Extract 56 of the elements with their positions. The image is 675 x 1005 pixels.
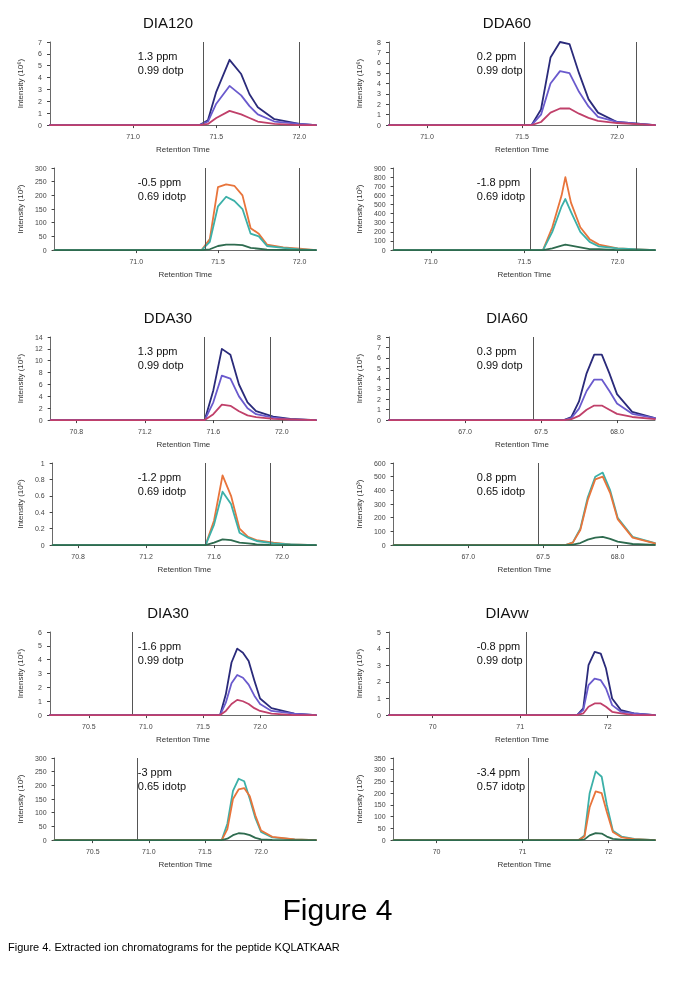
x-axis-title: Retention Time	[156, 144, 211, 154]
annotation: 0.99 dotp	[476, 358, 523, 371]
chart-title: DIAvw	[485, 604, 529, 621]
y-axis-title: Intensity (10³)	[15, 184, 25, 234]
y-axis-title: Intensity (10⁶)	[354, 58, 364, 109]
y-axis-title: Intensity (10³)	[354, 479, 364, 529]
annotation: -1.2 ppm	[137, 470, 182, 483]
x-axis-title: Retention Time	[158, 269, 213, 279]
annotation: 0.57 idotp	[476, 779, 526, 792]
annotation: 1.3 ppm	[137, 49, 178, 62]
annotation: -0.5 ppm	[137, 175, 182, 188]
x-axis-title: Retention Time	[158, 859, 213, 869]
chart-title: DDA30	[143, 309, 193, 326]
x-axis-title: Retention Time	[495, 734, 550, 744]
annotation: 1.3 ppm	[137, 344, 178, 357]
y-axis-title: Intensity (10⁶)	[15, 353, 25, 404]
chart-title: DIA60	[486, 309, 528, 326]
annotation: -3 ppm	[137, 765, 173, 778]
annotation: 0.99 dotp	[476, 63, 523, 76]
x-axis-title: Retention Time	[156, 439, 211, 449]
y-axis-title: Intensity (10³)	[354, 774, 364, 824]
annotation: 0.69 idotp	[137, 189, 187, 202]
caption: Figure 4. Extracted ion chromatograms for the peptide KQLATKAAR	[8, 941, 341, 953]
annotation: 0.65 idotp	[137, 779, 187, 792]
x-axis-title: Retention Time	[495, 144, 550, 154]
annotation: -1.8 ppm	[476, 175, 521, 188]
x-axis-title: Retention Time	[497, 564, 552, 574]
chart-title: DIA120	[142, 14, 194, 31]
annotation: -1.6 ppm	[137, 639, 182, 652]
annotation: 0.99 dotp	[137, 358, 184, 371]
annotation: -3.4 ppm	[476, 765, 521, 778]
y-axis-title: Intensity (10⁶)	[15, 648, 25, 699]
chart-title: DIA30	[147, 604, 189, 621]
text: Figure 4	[281, 893, 394, 927]
y-axis-title: Intensity (10⁶)	[354, 353, 364, 404]
x-axis-title: Retention Time	[156, 734, 211, 744]
annotation: 0.99 dotp	[137, 653, 184, 666]
x-axis-title: Retention Time	[157, 564, 212, 574]
annotation: 0.65 idotp	[476, 484, 526, 497]
annotation: 0.2 ppm	[476, 49, 517, 62]
chart-title: DDA60	[482, 14, 532, 31]
x-axis-title: Retention Time	[497, 269, 552, 279]
annotation: -0.8 ppm	[476, 639, 521, 652]
annotation: 0.8 ppm	[476, 470, 517, 483]
annotation: 0.99 dotp	[137, 63, 184, 76]
y-axis-title: Intensity (10³)	[354, 184, 364, 234]
annotation: 0.69 idotp	[137, 484, 187, 497]
annotation: 0.69 idotp	[476, 189, 526, 202]
x-axis-title: Retention Time	[495, 439, 550, 449]
y-axis-title: Intensity (10⁶)	[354, 648, 364, 699]
y-axis-title: Intensity (10³)	[15, 774, 25, 824]
x-axis-title: Retention Time	[497, 859, 552, 869]
annotation: 0.99 dotp	[476, 653, 523, 666]
annotation: 0.3 ppm	[476, 344, 517, 357]
y-axis-title: Intensity (10⁶)	[15, 478, 25, 529]
y-axis-title: Intensity (10⁶)	[15, 58, 25, 109]
